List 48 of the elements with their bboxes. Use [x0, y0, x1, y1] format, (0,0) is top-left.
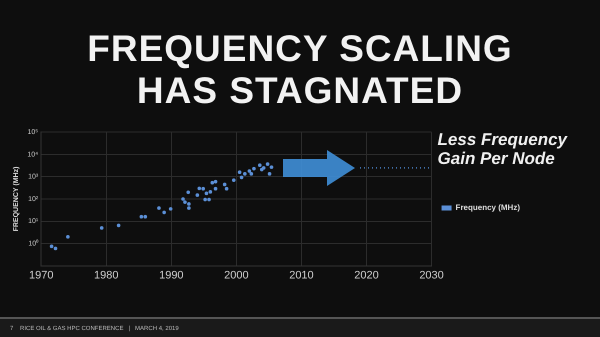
point — [143, 214, 148, 219]
point — [181, 197, 185, 201]
point — [203, 198, 207, 202]
point — [266, 162, 270, 166]
point — [238, 170, 242, 174]
point — [268, 172, 272, 176]
chart-title: FREQUENCY SCALING HAS STAGNATED — [86, 28, 514, 112]
point — [248, 169, 252, 173]
point — [140, 214, 144, 219]
point — [201, 186, 205, 191]
point — [116, 224, 120, 228]
x-tick-label: 2000 — [224, 269, 249, 282]
x-tick-label: 2020 — [354, 269, 379, 282]
point — [168, 207, 172, 211]
point — [210, 180, 214, 184]
point — [243, 172, 247, 176]
point — [183, 200, 187, 204]
point — [224, 186, 228, 191]
point — [100, 226, 104, 230]
x-tick-label: 1990 — [159, 269, 184, 282]
point — [204, 192, 208, 196]
point — [240, 176, 244, 180]
legend-label: Frequency (MHz) — [456, 203, 520, 212]
point — [250, 172, 254, 176]
x-tick-label: 2010 — [289, 269, 314, 282]
point — [50, 244, 54, 248]
point — [187, 206, 191, 210]
point — [208, 190, 212, 194]
point — [162, 210, 166, 214]
point — [232, 178, 236, 182]
point — [270, 165, 274, 169]
annotation: Less Frequency Gain Per Node — [438, 130, 568, 168]
point — [66, 235, 70, 239]
x-tick-label: 2030 — [419, 269, 444, 282]
point — [207, 198, 211, 202]
point — [214, 186, 218, 191]
point — [196, 193, 200, 197]
point — [222, 182, 226, 186]
point — [186, 190, 190, 194]
point — [214, 180, 218, 184]
x-tick-label: 1970 — [28, 269, 54, 282]
point — [54, 246, 58, 250]
point — [258, 163, 262, 167]
point — [197, 186, 202, 190]
x-tick-label: 1980 — [94, 269, 118, 282]
point — [252, 166, 256, 170]
point — [157, 206, 161, 210]
point — [187, 202, 191, 206]
